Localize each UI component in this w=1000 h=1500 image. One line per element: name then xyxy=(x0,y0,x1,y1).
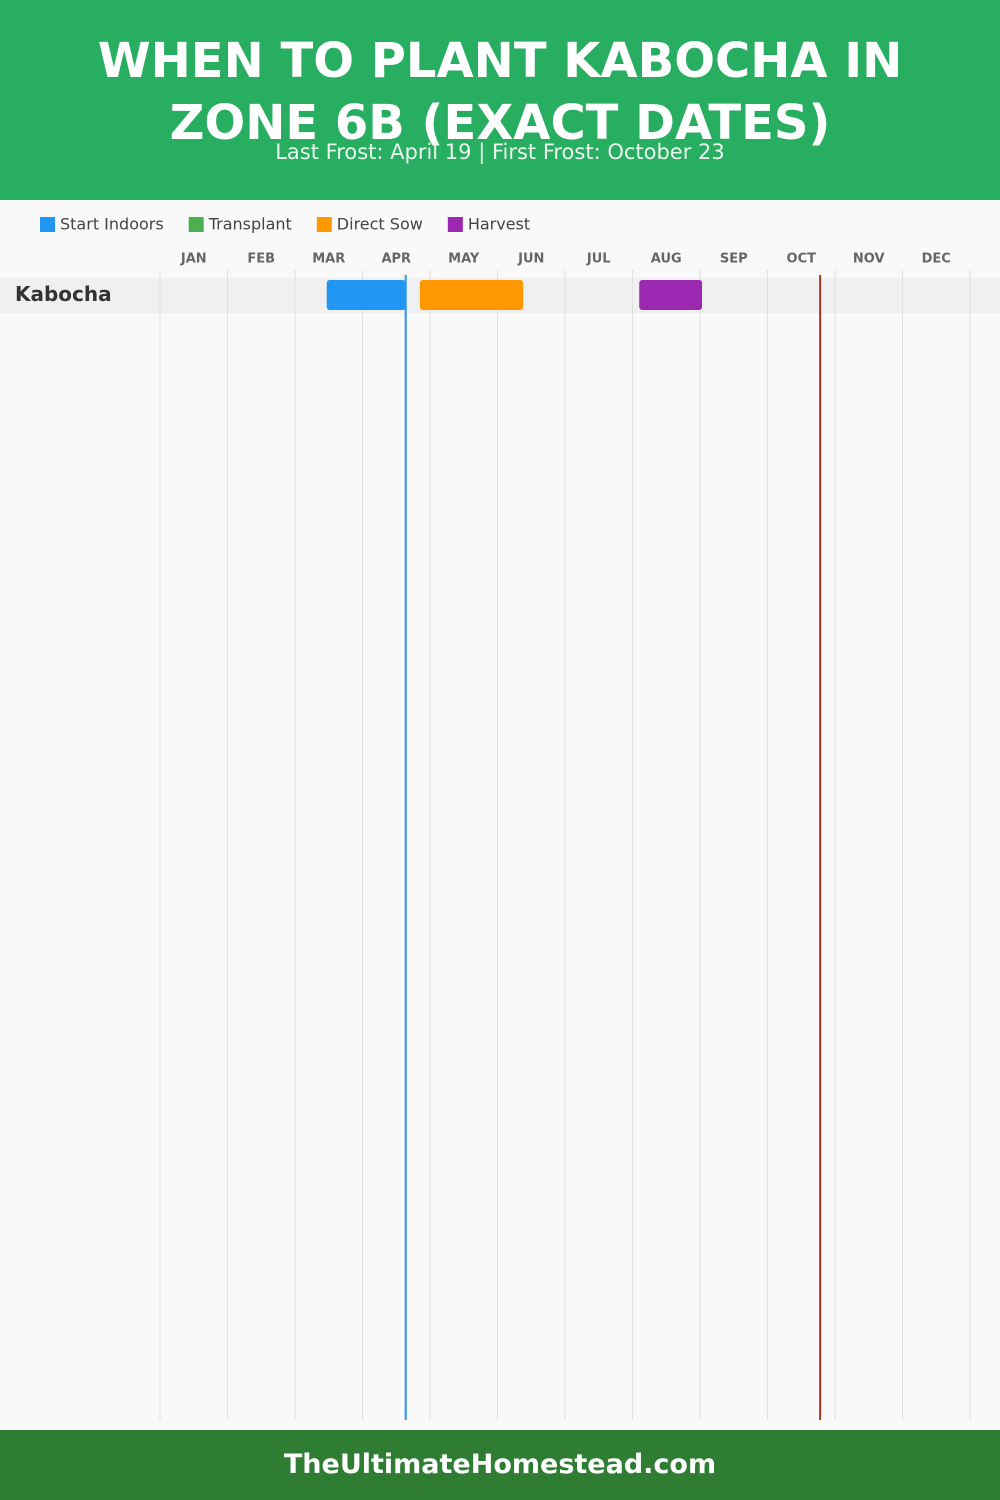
month-label: JAN xyxy=(180,252,207,267)
legend-label: Direct Sow xyxy=(337,215,423,234)
legend-swatch xyxy=(316,217,332,232)
bar xyxy=(326,280,406,310)
month-label: APR xyxy=(381,252,411,267)
month-label: MAY xyxy=(448,252,480,267)
bar xyxy=(639,280,703,310)
month-label: AUG xyxy=(651,252,682,267)
month-label: DEC xyxy=(922,252,951,267)
month-label: OCT xyxy=(787,252,817,267)
month-label: FEB xyxy=(247,252,275,267)
legend-label: Transplant xyxy=(208,215,292,234)
footer: TheUltimateHomestead.com xyxy=(0,1430,1000,1500)
chart: Kabocha JAN FEB MAR APR MAY JUN JUL AUG SEP OCT NOV… xyxy=(0,215,1000,1420)
month-label: JUL xyxy=(586,252,611,267)
month-label: SEP xyxy=(720,252,748,267)
month-label: MAR xyxy=(312,252,345,267)
chart-subtitle: Last Frost: April 19 | First Frost: Octo… xyxy=(275,140,725,164)
legend-swatch xyxy=(447,217,463,232)
month-label: NOV xyxy=(853,252,885,267)
row-label: Kabocha xyxy=(15,282,112,306)
header: WHEN TO PLANT KABOCHA IN ZONE 6B (EXACT … xyxy=(0,0,1000,200)
legend-swatch xyxy=(188,217,204,232)
bar xyxy=(419,280,524,310)
legend-label: Start Indoors xyxy=(60,215,164,234)
legend-swatch xyxy=(40,217,55,232)
month-label: JUN xyxy=(517,252,544,267)
legend-label: Harvest xyxy=(468,215,530,234)
chart-title: WHEN TO PLANT KABOCHA IN ZONE 6B (EXACT … xyxy=(97,33,903,151)
